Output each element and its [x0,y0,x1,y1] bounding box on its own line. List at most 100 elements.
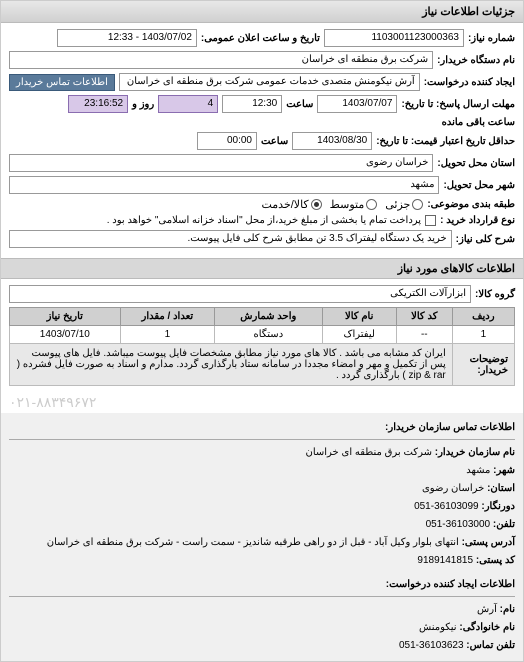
td-name: لیفتراک [322,326,396,344]
row-purchase-type: نوع قرارداد خرید : پرداخت تمام یا بخشی ا… [9,215,515,226]
deadline-date-field: 1403/07/07 [317,95,397,113]
validity-label: حداقل تاریخ اعتبار قیمت: تا تاریخ: [376,136,515,147]
th-date: تاریخ نیاز [10,308,121,326]
category-radio-group: جزئی متوسط کالا/خدمت [261,198,423,211]
row-buyer-device: نام دستگاه خریدار: شرکت برق منطقه ای خرا… [9,51,515,69]
contact-buyer-header: اطلاعات تماس سازمان خریدار: [9,419,515,440]
phone: 36103000-051 [426,519,491,530]
creator-label: ایجاد کننده درخواست: [424,77,515,88]
goods-info-header: اطلاعات کالاهای مورد نیاز [1,258,523,279]
purchase-type-label: نوع قرارداد خرید : [440,215,515,226]
buyer-device-label: نام دستگاه خریدار: [437,55,515,66]
radio-goods [311,199,322,210]
desc-field: خرید یک دستگاه لیفتراک 3.5 تن مطابق شرح … [9,230,452,248]
org-name-label: نام سازمان خریدار: [435,447,515,458]
fax-line: دورنگار: 36103099-051 [9,498,515,516]
province2: خراسان رضوی [422,483,484,494]
desc-label: شرح کلی نیاز: [456,234,515,245]
explain-label: توضیحات خریدار: [470,354,508,376]
surname-line: نام خانوادگی: نیکومنش [9,619,515,637]
goods-label: کالا/خدمت [261,198,308,211]
row-category: طبقه بندی موضوعی: جزئی متوسط کالا/خدمت [9,198,515,211]
city-field: مشهد [9,176,439,194]
validity-time-field: 00:00 [197,132,257,150]
remaining-suffix: ساعت باقی مانده [442,117,515,128]
deadline-time-field: 12:30 [222,95,282,113]
public-datetime-field: 1403/07/02 - 12:33 [57,29,197,47]
surname: نیکومنش [419,622,457,633]
radio-medium [366,199,377,210]
phone-label: تلفن: [493,519,515,530]
name2-label: نام: [500,604,515,615]
phone2-label: تلفن تماس: [466,640,515,651]
phone2-line: تلفن تماس: 36103623-051 [9,637,515,655]
deadline-label: مهلت ارسال پاسخ: تا تاریخ: [401,99,515,110]
postal: 9189141815 [417,555,473,566]
goods-body: گروه کالا: ابزارآلات الکتریکی ردیف کد کا… [1,279,523,392]
province-field: خراسان رضوی [9,154,433,172]
panel-title: جزئیات اطلاعات نیاز [1,1,523,23]
explain-text-cell: ایران کد مشابه می باشد . کالا های مورد ن… [10,344,453,386]
postal-label: کد پستی: [476,555,515,566]
table-header-row: ردیف کد کالا نام کالا واحد شمارش تعداد /… [10,308,515,326]
td-qty: 1 [120,326,215,344]
province-label: استان محل تحویل: [437,158,515,169]
buyer-contact-button[interactable]: اطلاعات تماس خریدار [9,74,115,91]
th-unit: واحد شمارش [215,308,322,326]
medium-label: متوسط [330,198,365,211]
phone-line: تلفن: 36103000-051 [9,516,515,534]
th-code: کد کالا [396,308,452,326]
address: انتهای بلوار وکیل آباد - قبل از دو راهی … [47,537,459,548]
fax-label: دورنگار: [481,501,515,512]
partial-label: جزئی [385,198,410,211]
city-line: شهر: مشهد [9,462,515,480]
row-goods-group: گروه کالا: ابزارآلات الکتریکی [9,285,515,303]
goods-group-label: گروه کالا: [475,289,515,300]
td-date: 1403/07/10 [10,326,121,344]
table-desc-row: توضیحات خریدار: ایران کد مشابه می باشد .… [10,344,515,386]
category-label: طبقه بندی موضوعی: [427,199,515,210]
purchase-type-checkbox[interactable] [425,215,436,226]
org-name-line: نام سازمان خریدار: شرکت برق منطقه ای خرا… [9,444,515,462]
goods-group-field: ابزارآلات الکتریکی [9,285,471,303]
public-datetime-label: تاریخ و ساعت اعلان عمومی: [201,33,320,44]
city2-label: شهر: [493,465,515,476]
contact-section: اطلاعات تماس سازمان خریدار: نام سازمان خ… [1,413,523,661]
address-line: آدرس پستی: انتهای بلوار وکیل آباد - قبل … [9,534,515,552]
remaining-time-field: 23:16:52 [68,95,128,113]
phone2: 36103623-051 [399,640,464,651]
faded-phone: ۰۲۱-۸۸۳۴۹۶۷۲ [1,392,523,413]
province2-label: استان: [487,483,515,494]
time-label-1: ساعت [286,99,313,110]
panel-body: شماره نیاز: 1103001123000363 تاریخ و ساع… [1,23,523,258]
details-panel: جزئیات اطلاعات نیاز شماره نیاز: 11030011… [0,0,524,662]
org-name: شرکت برق منطقه ای خراسان [305,447,432,458]
radio-partial [412,199,423,210]
radio-item-medium[interactable]: متوسط [330,198,378,211]
row-creator: ایجاد کننده درخواست: آرش نیکومنش متصدی خ… [9,73,515,91]
request-number-field: 1103001123000363 [324,29,464,47]
postal-line: کد پستی: 9189141815 [9,552,515,570]
radio-item-goods[interactable]: کالا/خدمت [261,198,321,211]
row-city: شهر محل تحویل: مشهد [9,176,515,194]
th-name: نام کالا [322,308,396,326]
surname-label: نام خانوادگی: [459,622,515,633]
request-number-label: شماره نیاز: [468,33,515,44]
time-label-2: ساعت [261,136,288,147]
table-row: 1 -- لیفتراک دستگاه 1 1403/07/10 [10,326,515,344]
creator-field: آرش نیکومنش متصدی خدمات عمومی شرکت برق م… [119,73,420,91]
city2: مشهد [466,465,490,476]
td-unit: دستگاه [215,326,322,344]
radio-item-partial[interactable]: جزئی [385,198,423,211]
th-qty: تعداد / مقدار [120,308,215,326]
td-code: -- [396,326,452,344]
name2: آرش [477,604,497,615]
td-index: 1 [452,326,514,344]
fax: 36103099-051 [414,501,479,512]
address-label: آدرس پستی: [462,537,515,548]
row-request-number: شماره نیاز: 1103001123000363 تاریخ و ساع… [9,29,515,47]
province-line: استان: خراسان رضوی [9,480,515,498]
validity-date-field: 1403/08/30 [292,132,372,150]
purchase-type-note: پرداخت تمام یا بخشی از مبلغ خرید،از محل … [107,215,421,226]
row-description: شرح کلی نیاز: خرید یک دستگاه لیفتراک 3.5… [9,230,515,248]
